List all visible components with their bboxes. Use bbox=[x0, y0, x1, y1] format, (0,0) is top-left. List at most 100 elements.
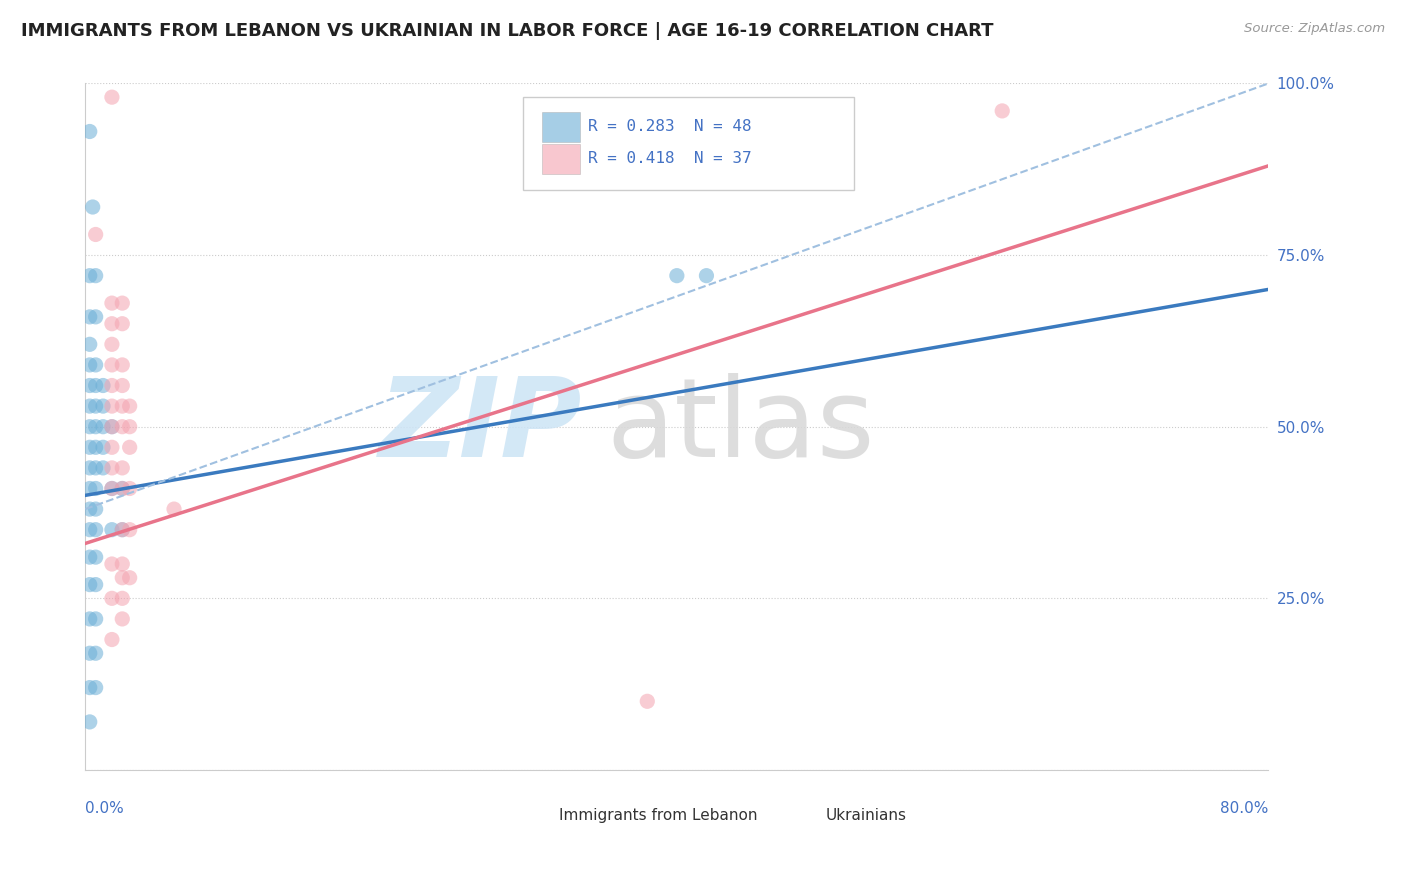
Text: 80.0%: 80.0% bbox=[1220, 801, 1268, 816]
Point bbox=[79, 714, 101, 729]
Point bbox=[111, 358, 134, 372]
Point bbox=[111, 571, 134, 585]
Point bbox=[101, 523, 124, 537]
Point bbox=[101, 337, 124, 351]
Point bbox=[84, 681, 107, 695]
Point bbox=[79, 310, 101, 324]
Text: atlas: atlas bbox=[606, 373, 875, 480]
Point bbox=[101, 557, 124, 571]
Point bbox=[79, 358, 101, 372]
Point bbox=[84, 523, 107, 537]
Point bbox=[991, 103, 1014, 118]
Point bbox=[84, 310, 107, 324]
Point bbox=[91, 461, 114, 475]
Point bbox=[101, 378, 124, 392]
FancyBboxPatch shape bbox=[523, 97, 855, 190]
Point bbox=[101, 90, 124, 104]
Point bbox=[84, 358, 107, 372]
Point bbox=[79, 482, 101, 496]
Point bbox=[695, 268, 717, 283]
Point bbox=[79, 523, 101, 537]
Point bbox=[79, 577, 101, 591]
Point bbox=[101, 296, 124, 310]
Point bbox=[111, 419, 134, 434]
Point bbox=[111, 612, 134, 626]
Point bbox=[91, 378, 114, 392]
Text: R = 0.283  N = 48: R = 0.283 N = 48 bbox=[588, 120, 752, 134]
Point bbox=[111, 591, 134, 606]
Text: Ukrainians: Ukrainians bbox=[825, 808, 907, 823]
Text: IMMIGRANTS FROM LEBANON VS UKRAINIAN IN LABOR FORCE | AGE 16-19 CORRELATION CHAR: IMMIGRANTS FROM LEBANON VS UKRAINIAN IN … bbox=[21, 22, 994, 40]
Point bbox=[118, 440, 141, 454]
Text: 0.0%: 0.0% bbox=[86, 801, 124, 816]
FancyBboxPatch shape bbox=[787, 806, 821, 826]
Point bbox=[101, 482, 124, 496]
Point bbox=[84, 577, 107, 591]
Point bbox=[101, 317, 124, 331]
Point bbox=[101, 632, 124, 647]
Point bbox=[101, 591, 124, 606]
Point bbox=[79, 419, 101, 434]
Point bbox=[111, 317, 134, 331]
Point bbox=[118, 571, 141, 585]
Point bbox=[84, 227, 107, 242]
Point bbox=[101, 461, 124, 475]
Point bbox=[111, 378, 134, 392]
Point bbox=[111, 296, 134, 310]
FancyBboxPatch shape bbox=[541, 112, 579, 142]
Point bbox=[118, 523, 141, 537]
Point bbox=[118, 419, 141, 434]
Point bbox=[79, 646, 101, 660]
Point bbox=[84, 399, 107, 413]
Point bbox=[111, 557, 134, 571]
Point bbox=[79, 124, 101, 138]
Point bbox=[84, 502, 107, 516]
Text: ZIP: ZIP bbox=[378, 373, 582, 480]
Text: R = 0.418  N = 37: R = 0.418 N = 37 bbox=[588, 152, 752, 167]
Point bbox=[101, 419, 124, 434]
Point bbox=[79, 612, 101, 626]
Point bbox=[101, 419, 124, 434]
Point bbox=[118, 482, 141, 496]
Point bbox=[79, 337, 101, 351]
Point bbox=[111, 461, 134, 475]
Point bbox=[79, 440, 101, 454]
Point bbox=[79, 399, 101, 413]
Point bbox=[111, 482, 134, 496]
Point bbox=[84, 378, 107, 392]
Point bbox=[118, 399, 141, 413]
Point bbox=[111, 399, 134, 413]
Point bbox=[79, 268, 101, 283]
Point bbox=[163, 502, 186, 516]
Point bbox=[84, 646, 107, 660]
Point bbox=[84, 612, 107, 626]
Point bbox=[79, 502, 101, 516]
Text: Immigrants from Lebanon: Immigrants from Lebanon bbox=[558, 808, 756, 823]
Point bbox=[79, 681, 101, 695]
Point bbox=[101, 399, 124, 413]
Point bbox=[79, 461, 101, 475]
Point bbox=[84, 482, 107, 496]
Point bbox=[111, 482, 134, 496]
Point bbox=[79, 550, 101, 565]
Point bbox=[84, 440, 107, 454]
Point bbox=[84, 419, 107, 434]
Point bbox=[101, 440, 124, 454]
Point bbox=[111, 523, 134, 537]
Point bbox=[91, 419, 114, 434]
Point bbox=[91, 440, 114, 454]
Point bbox=[84, 550, 107, 565]
Point bbox=[84, 461, 107, 475]
Text: Source: ZipAtlas.com: Source: ZipAtlas.com bbox=[1244, 22, 1385, 36]
FancyBboxPatch shape bbox=[541, 144, 579, 174]
Point bbox=[82, 200, 104, 214]
Point bbox=[91, 399, 114, 413]
Point bbox=[79, 378, 101, 392]
FancyBboxPatch shape bbox=[520, 806, 555, 826]
Point bbox=[665, 268, 688, 283]
Point bbox=[101, 358, 124, 372]
Point bbox=[111, 523, 134, 537]
Point bbox=[101, 482, 124, 496]
Point bbox=[636, 694, 658, 708]
Point bbox=[84, 268, 107, 283]
